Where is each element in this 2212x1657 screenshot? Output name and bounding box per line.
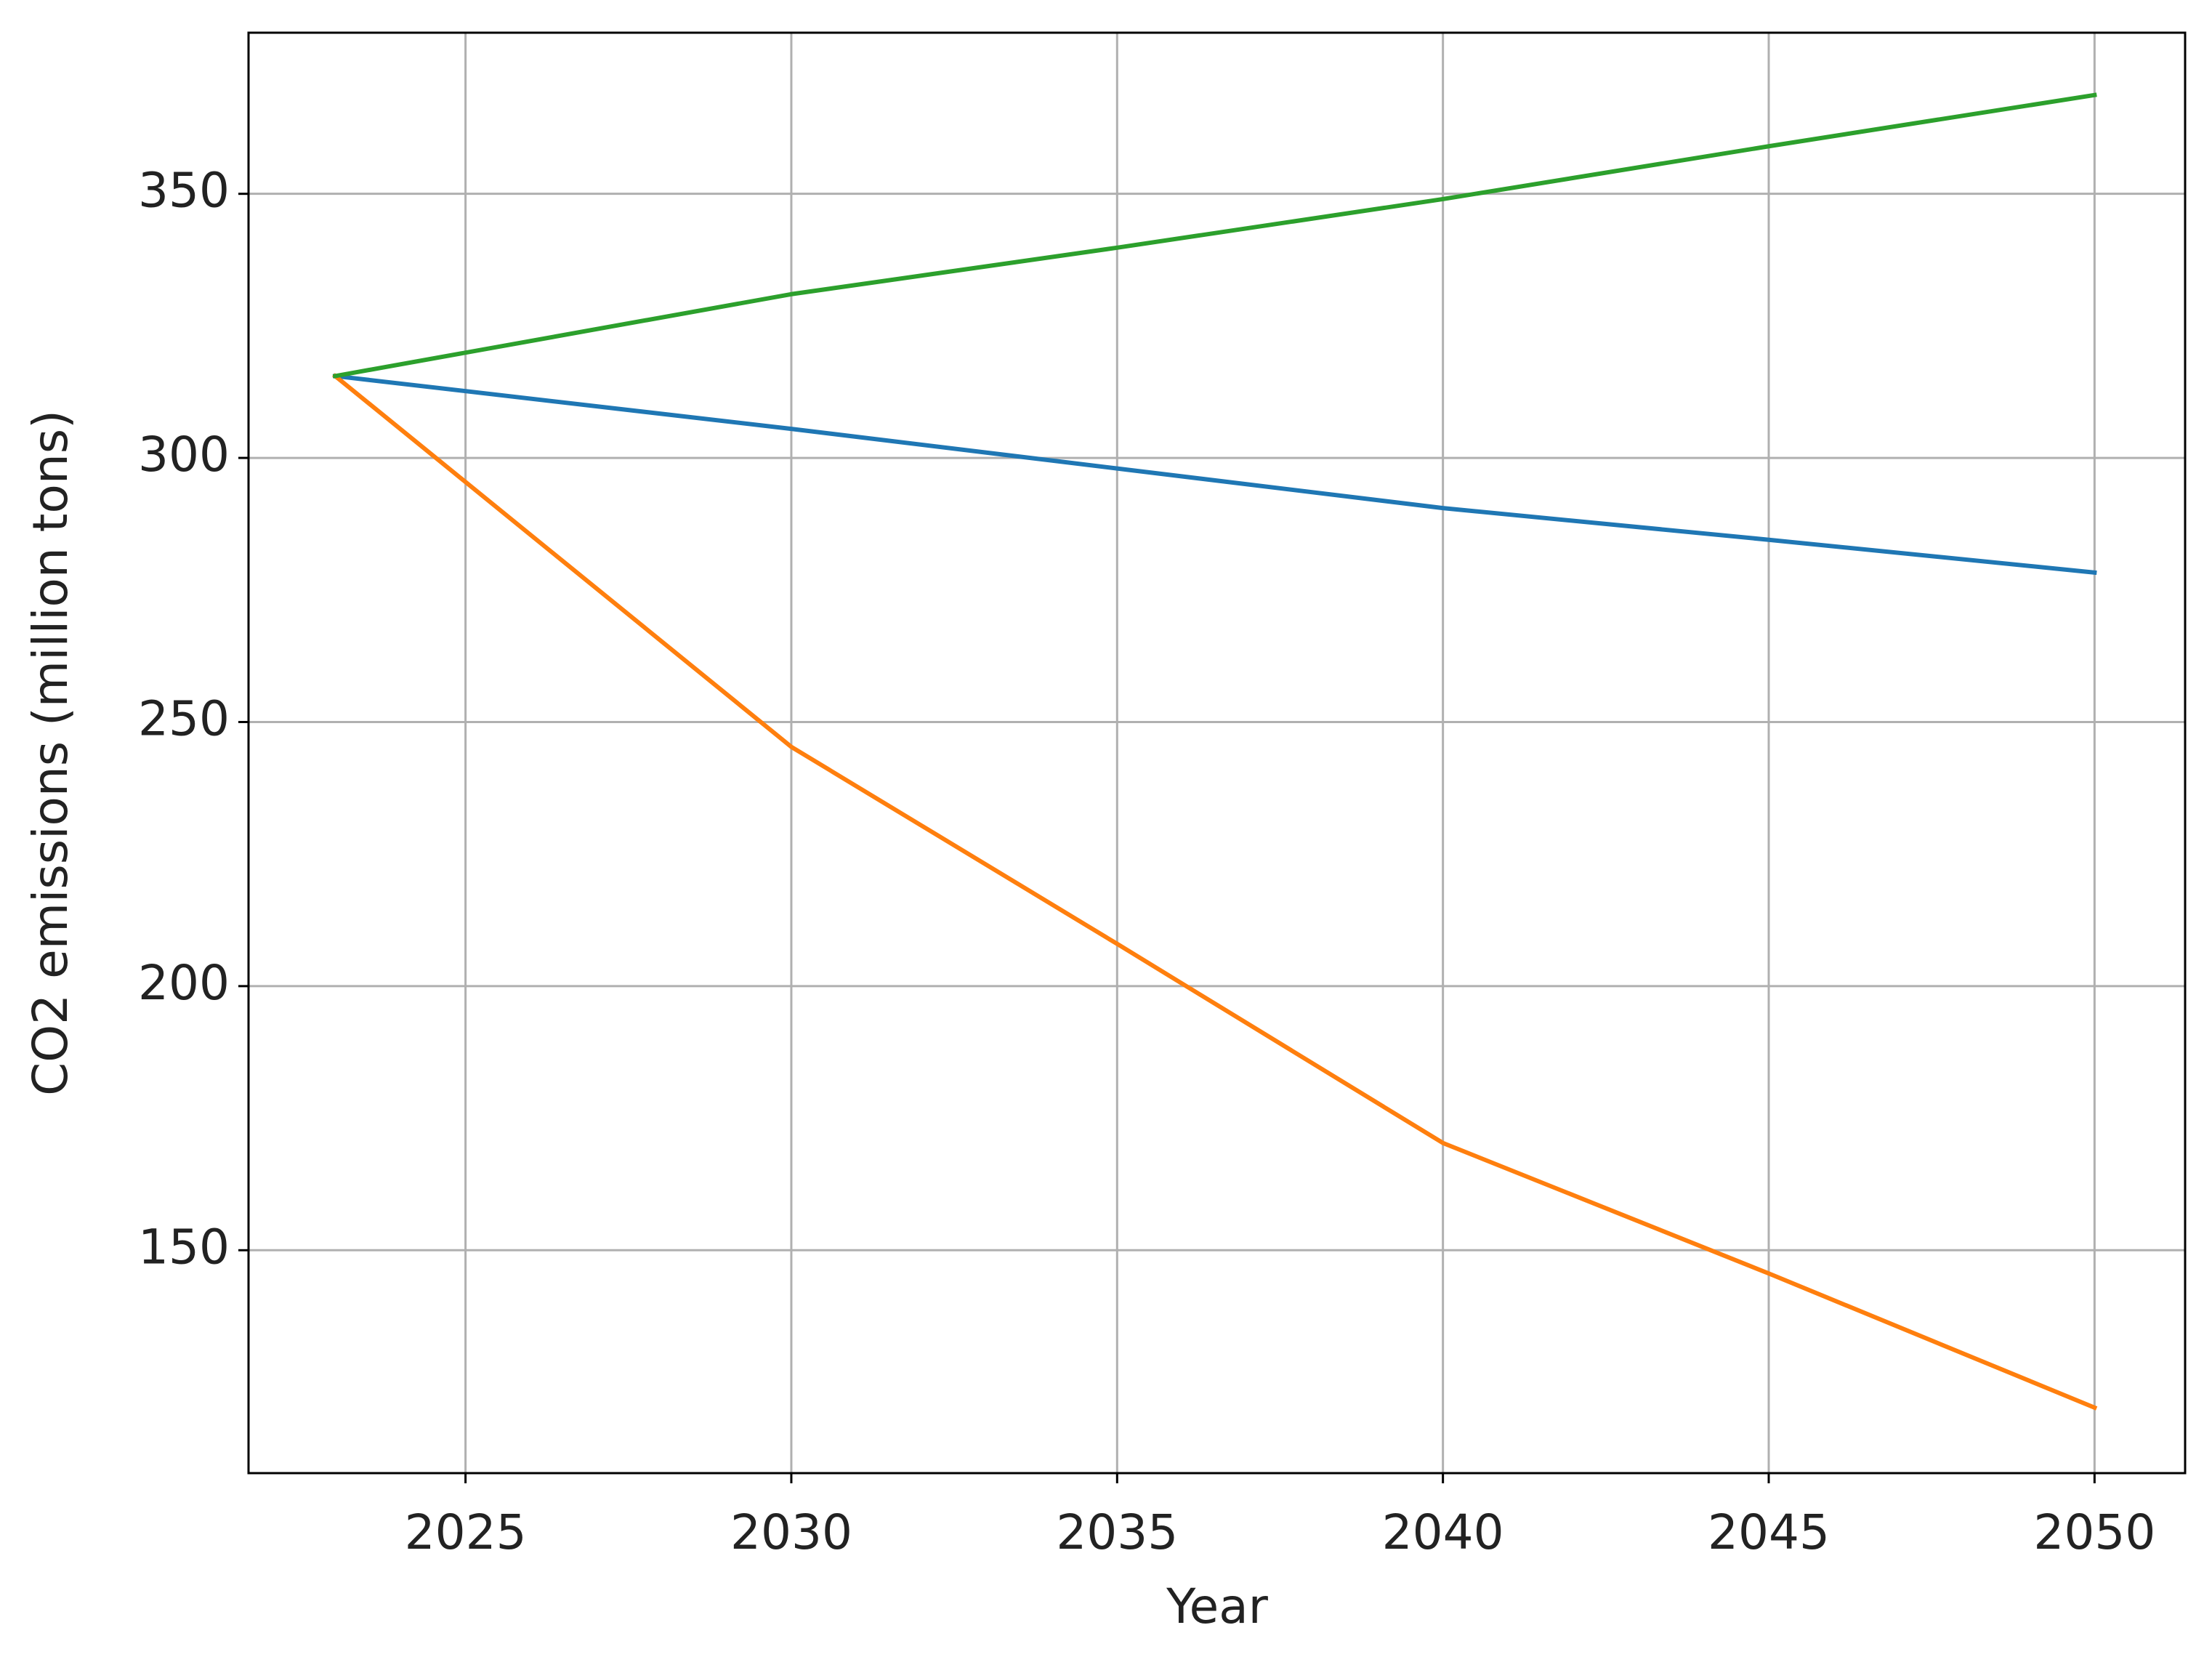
series-line xyxy=(332,374,2097,576)
x-tick-label: 2050 xyxy=(2033,1504,2155,1560)
x-tick-label: 2035 xyxy=(1056,1504,1178,1560)
y-tick-label: 350 xyxy=(138,163,230,219)
series-line xyxy=(332,92,2097,379)
x-tick-label: 2030 xyxy=(730,1504,852,1560)
x-tick-label: 2040 xyxy=(1382,1504,1504,1560)
plot-frame xyxy=(247,31,2187,1475)
y-tick-label: 150 xyxy=(138,1219,230,1275)
y-axis-label: CO2 emissions (million tons) xyxy=(23,410,78,1096)
y-tick-label: 300 xyxy=(138,427,230,483)
y-tick-label: 250 xyxy=(138,691,230,747)
x-axis-label: Year xyxy=(1166,1579,1269,1634)
y-tick-label: 200 xyxy=(138,955,230,1011)
x-tick-label: 2045 xyxy=(1708,1504,1830,1560)
series-line xyxy=(332,373,2098,1411)
x-tick-label: 2025 xyxy=(405,1504,527,1560)
